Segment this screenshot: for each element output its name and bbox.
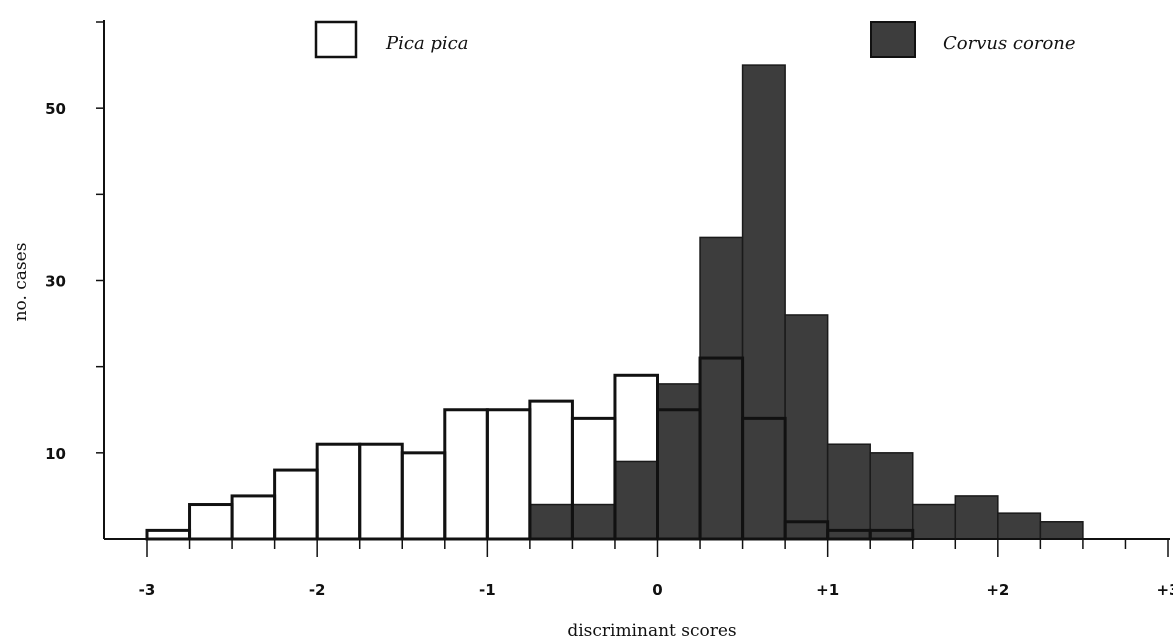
- x-tick-label-0: -3: [139, 581, 156, 599]
- corvus-bar-10: [954, 495, 999, 540]
- pica-bar-6: [400, 451, 447, 541]
- pica-bar-8: [485, 408, 532, 541]
- y-tick-label-2: 50: [45, 100, 66, 118]
- corvus-bar-3: [656, 383, 701, 540]
- corvus-bar-5: [741, 64, 786, 540]
- x-tick-label-5: +2: [986, 581, 1009, 599]
- x-tick-label-3: 0: [652, 581, 662, 599]
- corvus-bar-9: [912, 503, 957, 540]
- y-ticks: 10 30 50: [45, 21, 104, 463]
- corvus-bar-1: [571, 503, 616, 540]
- corvus-bar-2: [614, 460, 659, 540]
- pica-bar-0: [145, 528, 192, 541]
- corvus-bar-12: [1039, 521, 1084, 540]
- legend-swatch-pica-pica: [314, 20, 358, 59]
- corvus-bar-8: [869, 452, 914, 540]
- x-tick-label-2: -1: [479, 581, 496, 599]
- corvus-bar-4: [699, 236, 744, 540]
- x-tick-label-4: +1: [816, 581, 839, 599]
- y-tick-label-1: 30: [45, 273, 66, 291]
- pica-bar-3: [273, 468, 319, 541]
- legend-label-corvus-corone: Corvus corone: [943, 33, 1076, 54]
- pica-bar-7: [443, 408, 489, 541]
- y-axis-title: no. cases: [11, 243, 31, 322]
- y-tick-label-0: 10: [45, 445, 66, 463]
- legend-swatch-corvus-corone: [870, 21, 916, 58]
- corvus-bar-0: [529, 503, 574, 540]
- x-tick-label-1: -2: [309, 581, 326, 599]
- x-ticks: -3 -2 -1 0 +1 +2 +3: [139, 539, 1173, 599]
- legend: Pica pica Corvus corone: [314, 20, 1076, 59]
- legend-label-pica-pica: Pica pica: [385, 33, 469, 54]
- corvus-bar-7: [826, 443, 871, 540]
- corvus-bar-6: [784, 314, 829, 540]
- x-tick-label-6: +3: [1156, 581, 1173, 599]
- pica-bar-2: [230, 494, 277, 541]
- pica-bar-4: [315, 442, 362, 541]
- series-corvus-corone: [529, 64, 1084, 540]
- pica-bar-1: [188, 503, 234, 541]
- x-axis-title: discriminant scores: [567, 621, 736, 641]
- corvus-bar-11: [997, 512, 1042, 540]
- pica-bar-5: [358, 442, 404, 541]
